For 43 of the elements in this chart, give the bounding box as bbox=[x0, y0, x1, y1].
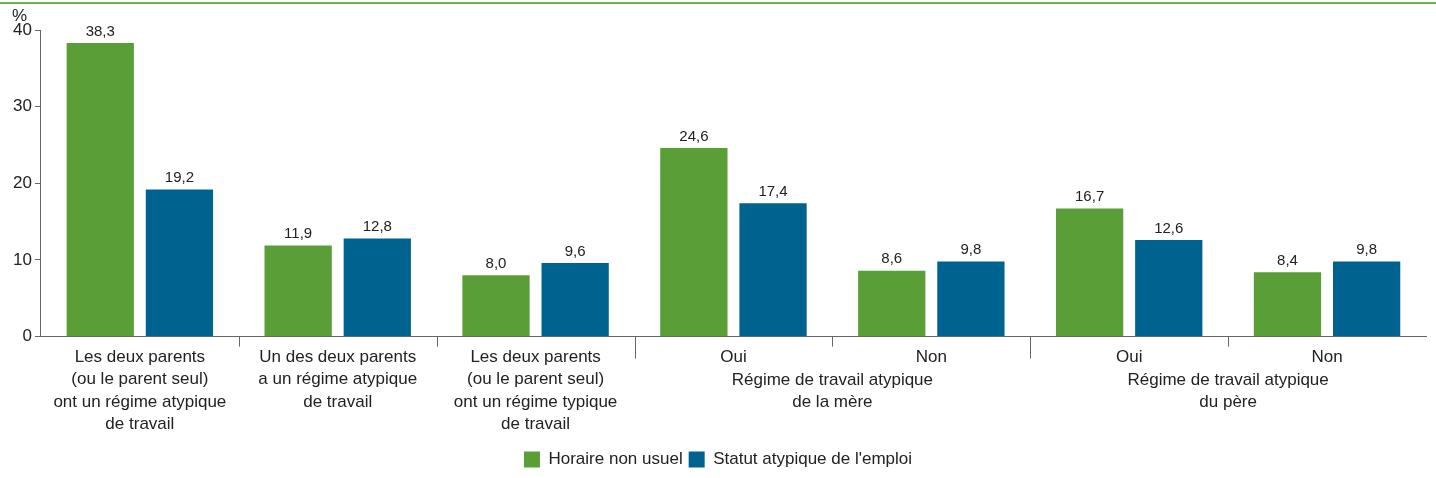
legend-label: Horaire non usuel bbox=[548, 449, 683, 469]
x-tick-label: Oui bbox=[720, 347, 747, 367]
bar bbox=[660, 148, 728, 337]
bar bbox=[739, 203, 807, 337]
x-tick-label: Non bbox=[915, 347, 947, 367]
data-label: 11,9 bbox=[284, 224, 313, 242]
x-tick-label: Les deux parents (ou le parent seul) ont un régime typique de travail bbox=[453, 347, 618, 433]
data-label: 38,3 bbox=[85, 21, 115, 39]
text: Régime de travail atypique de la mère bbox=[731, 369, 934, 411]
bar bbox=[264, 245, 332, 337]
data-label: 12,8 bbox=[362, 217, 392, 235]
text: Régime de travail atypique du père bbox=[1127, 369, 1329, 411]
bar bbox=[937, 261, 1005, 337]
bar bbox=[1253, 272, 1322, 337]
x-tick-label: Oui bbox=[1115, 347, 1143, 367]
x-tick-label: Un des deux parents a un régime atypique de travail bbox=[258, 347, 418, 411]
data-label: 8,4 bbox=[1277, 250, 1298, 268]
y-tick-label: 10 bbox=[12, 249, 32, 269]
data-label: 8,0 bbox=[485, 253, 507, 271]
bar bbox=[541, 263, 609, 337]
bar bbox=[1333, 261, 1401, 337]
bar bbox=[858, 270, 926, 337]
y-tick-label: 20 bbox=[12, 172, 32, 192]
data-label: 19,2 bbox=[164, 168, 195, 186]
bar bbox=[462, 275, 530, 337]
data-label: 8,6 bbox=[881, 249, 903, 267]
data-label: 12,6 bbox=[1154, 218, 1184, 236]
data-label: 24,6 bbox=[679, 126, 709, 144]
x-tick-label: Non bbox=[1311, 347, 1343, 367]
bar bbox=[66, 43, 134, 337]
bar bbox=[1055, 208, 1124, 337]
y-tick-label: 30 bbox=[12, 96, 32, 116]
x-tick-label: Les deux parents (ou le parent seul) ont un régime atypique de travail bbox=[53, 347, 227, 433]
data-label: 9,8 bbox=[1356, 240, 1378, 258]
data-label: 9,8 bbox=[960, 240, 982, 258]
bar bbox=[145, 189, 214, 337]
data-label: 17,4 bbox=[758, 181, 788, 199]
data-label: 16,7 bbox=[1075, 187, 1105, 205]
legend-label: Statut atypique de l'emploi bbox=[713, 449, 913, 469]
bar bbox=[1135, 240, 1203, 337]
y-tick-label: 0 bbox=[22, 326, 32, 346]
data-label: 9,6 bbox=[564, 241, 586, 259]
bar bbox=[343, 238, 411, 337]
